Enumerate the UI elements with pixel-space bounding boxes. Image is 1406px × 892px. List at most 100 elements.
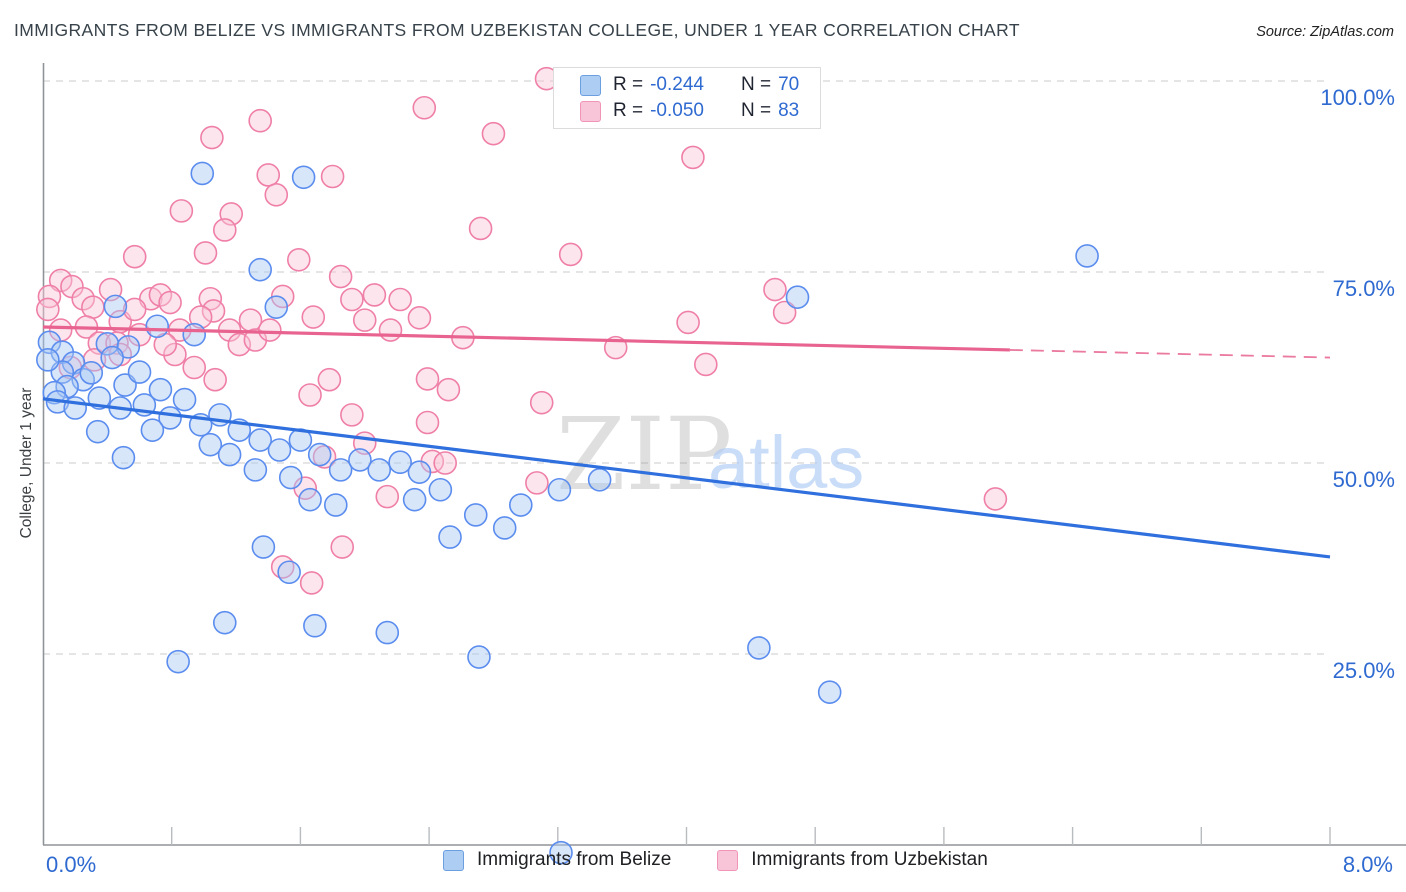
data-point: [433, 451, 457, 475]
legend-label-belize: Immigrants from Belize: [477, 849, 672, 870]
data-point: [81, 295, 105, 319]
data-point: [587, 468, 612, 492]
data-point: [492, 516, 517, 540]
data-point: [169, 199, 194, 223]
trend-line: [42, 397, 1331, 559]
data-point: [36, 348, 60, 372]
source-credit: Source: ZipAtlas.com: [1256, 24, 1394, 40]
data-point: [468, 216, 493, 241]
data-point: [122, 297, 147, 322]
data-point: [330, 535, 355, 559]
data-point: [277, 560, 301, 585]
data-point: [407, 306, 432, 330]
data-point: [785, 285, 810, 310]
data-point: [681, 145, 705, 170]
data-point: [238, 308, 263, 332]
data-point: [256, 163, 281, 187]
data-point: [817, 680, 842, 705]
data-point: [190, 161, 215, 186]
data-point: [140, 418, 165, 442]
data-point: [983, 487, 1008, 511]
y-tick-label: 100.0%: [1320, 85, 1395, 110]
data-point: [193, 241, 218, 265]
data-point: [1075, 244, 1099, 268]
data-point: [340, 403, 364, 427]
r-value: -0.244: [650, 74, 704, 95]
data-point: [172, 387, 197, 412]
data-point: [286, 247, 311, 272]
data-point: [298, 383, 322, 407]
data-point: [145, 314, 170, 339]
trend-line: [42, 325, 1010, 352]
data-point: [549, 840, 573, 865]
data-point: [323, 493, 348, 517]
data-point: [127, 360, 152, 384]
data-point: [278, 465, 303, 490]
data-point: [188, 305, 213, 329]
data-point: [328, 458, 353, 482]
data-point: [148, 377, 173, 402]
data-point: [558, 242, 583, 267]
data-point: [264, 295, 289, 319]
data-point: [772, 300, 797, 325]
data-point: [200, 125, 224, 150]
data-point: [37, 330, 62, 355]
y-tick-label: 75.0%: [1333, 276, 1395, 301]
page-title: IMMIGRANTS FROM BELIZE VS IMMIGRANTS FRO…: [14, 20, 1020, 40]
data-point: [388, 287, 412, 312]
data-point: [412, 95, 437, 120]
data-point: [243, 458, 268, 482]
data-point: [367, 458, 392, 482]
correlation-legend: R = -0.244 N = 70 R = -0.050 N = 83: [553, 67, 821, 129]
y-tick-label: 50.0%: [1333, 467, 1395, 492]
data-point: [217, 442, 242, 467]
y-axis-title: College, Under 1 year: [18, 387, 35, 539]
data-point: [481, 121, 506, 146]
data-point: [388, 450, 412, 475]
legend-item-uzbekistan: Immigrants from Uzbekistan: [717, 849, 988, 871]
data-point: [122, 244, 147, 269]
data-point: [79, 361, 104, 385]
belize-swatch-icon: [580, 74, 601, 96]
x-tick-label-max: 8.0%: [1343, 852, 1393, 877]
data-point: [212, 610, 237, 635]
data-point: [436, 377, 461, 402]
data-point: [248, 428, 272, 452]
data-point: [248, 108, 272, 133]
data-point: [317, 367, 342, 392]
data-point: [467, 645, 491, 669]
data-point: [352, 308, 377, 332]
data-point: [747, 636, 771, 660]
data-point: [525, 471, 549, 495]
data-point: [212, 218, 237, 242]
n-label: N =: [741, 100, 772, 121]
n-value: 83: [778, 100, 800, 121]
y-tick-label: 25.0%: [1333, 658, 1395, 683]
r-label: R =: [613, 100, 644, 121]
data-point: [529, 390, 554, 415]
series-legend: Immigrants from Belize Immigrants from U…: [443, 849, 988, 871]
r-value: -0.050: [650, 100, 704, 121]
legend-row-belize: R = -0.244 N = 70: [580, 74, 820, 96]
data-point: [264, 183, 289, 207]
data-point: [203, 367, 227, 392]
data-point: [375, 620, 400, 645]
data-point: [415, 410, 440, 435]
legend-item-belize: Immigrants from Belize: [443, 849, 671, 871]
data-point: [547, 477, 572, 502]
data-point: [48, 268, 73, 293]
data-point: [267, 438, 292, 462]
zipatlas-watermark: ZIP: [556, 396, 732, 513]
legend-label-uzbekistan: Immigrants from Uzbekistan: [751, 849, 988, 870]
data-point: [362, 283, 387, 307]
data-point: [340, 287, 364, 312]
belize-swatch-icon: [443, 849, 464, 871]
data-point: [182, 322, 207, 347]
data-point: [415, 367, 440, 391]
data-point: [676, 310, 700, 335]
data-point: [307, 442, 332, 467]
data-point: [402, 487, 427, 512]
data-point: [348, 448, 372, 472]
